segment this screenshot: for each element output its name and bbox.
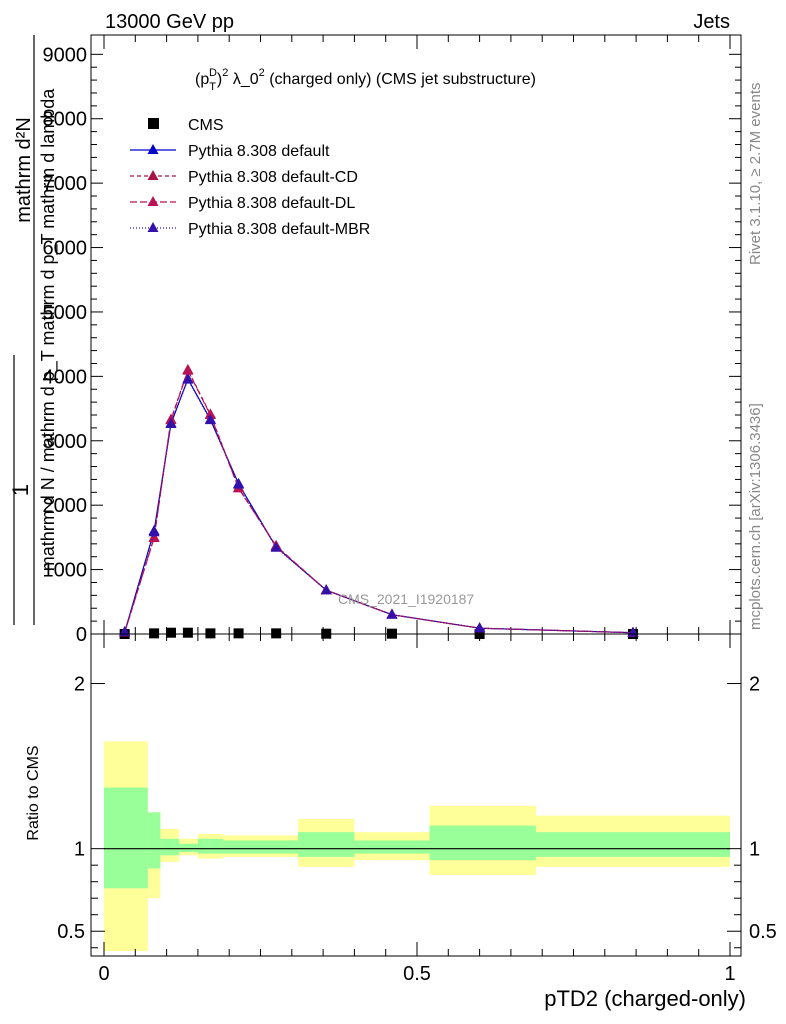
energy-label: 13000 GeV pp <box>105 11 234 33</box>
y-tick-label: 1000 <box>43 560 88 582</box>
ratio-y-tick-label: 2 <box>74 674 85 696</box>
series-marker <box>270 541 282 552</box>
legend-label: Pythia 8.308 default-MBR <box>188 221 370 238</box>
y-tick-label: 8000 <box>43 109 88 131</box>
ratio-bands <box>104 741 730 952</box>
legend: CMS Pythia 8.308 default Pythia 8.308 defa… <box>130 117 370 238</box>
ratio-band-inner <box>197 838 223 854</box>
series-marker <box>148 526 160 537</box>
ratio-band-inner <box>429 825 536 861</box>
main-axes: 0 1000 2000 3000 4000 5000 6000 7000 8000 9000 <box>43 35 741 646</box>
series-marker <box>386 608 398 619</box>
analysis-watermark: CMS_2021_I1920187 <box>338 591 474 607</box>
y-tick-label: 4000 <box>43 366 88 388</box>
legend-marker <box>147 144 159 154</box>
ratio-y-tick-label: 0.5 <box>57 921 85 943</box>
series-line-4 <box>124 378 634 634</box>
ratio-y-tick-label-right: 2 <box>749 674 760 696</box>
y-tick-label: 9000 <box>43 44 88 66</box>
y-tick-label: 0 <box>76 624 87 646</box>
legend-label: CMS <box>188 117 224 134</box>
legend-marker-cms <box>148 118 159 129</box>
series-marker <box>165 418 177 429</box>
series-line-3 <box>124 369 634 634</box>
ratio-band-inner <box>179 843 198 852</box>
y-label-denominator: mathrm d N / mathrm d p_T mathrm d p_T m… <box>38 88 59 571</box>
cms-data-point <box>271 628 282 639</box>
legend-marker <box>147 196 159 206</box>
ratio-band-inner <box>354 840 430 854</box>
ratio-band-inner <box>147 812 161 869</box>
y-tick-label: 6000 <box>43 238 88 260</box>
ratio-band-inner <box>535 832 730 857</box>
mcplots-label: mcplots.cern.ch [arXiv:1306.3436] <box>747 403 764 630</box>
ratio-y-tick-label-right: 1 <box>749 839 760 861</box>
y-axis-label: 1 mathrm d²N mathrm d N / mathrm d p_T m… <box>8 35 59 625</box>
series-marker <box>182 364 194 375</box>
legend-marker <box>147 222 159 232</box>
ratio-band-inner <box>298 832 355 857</box>
ratio-frame <box>90 633 742 957</box>
cms-data-point <box>205 628 216 639</box>
series-marker <box>233 478 245 489</box>
rivet-label: Rivet 3.1.10, ≥ 2.7M events <box>747 83 764 266</box>
ratio-y-tick-label-right: 0.5 <box>749 921 777 943</box>
plot-title: (pTD)2 λ_02 (charged only) (CMS jet subs… <box>195 67 536 93</box>
ratio-band-inner <box>222 840 299 854</box>
ratio-y-tick-label: 1 <box>74 839 85 861</box>
ratio-band-inner <box>104 787 148 889</box>
legend-label: Pythia 8.308 default-CD <box>188 169 358 186</box>
series-marker <box>320 584 332 595</box>
ratio-band-inner <box>160 838 180 856</box>
legend-label: Pythia 8.308 default-DL <box>188 195 355 212</box>
series-marker <box>182 373 194 384</box>
cms-data-point <box>149 628 160 639</box>
x-tick-label: 0 <box>98 963 109 985</box>
ratio-y-label: Ratio to CMS <box>25 745 42 840</box>
y-tick-label: 2000 <box>43 495 88 517</box>
series-marker <box>474 622 486 633</box>
series-marker <box>204 414 216 425</box>
cms-data-point <box>233 628 244 639</box>
y-label-one: 1 <box>8 484 33 496</box>
cms-data-point <box>165 627 176 638</box>
y-tick-label: 5000 <box>43 302 88 324</box>
y-label-numerator: mathrm d²N <box>13 117 35 223</box>
legend-marker <box>147 170 159 180</box>
x-tick-label: 0.5 <box>403 963 431 985</box>
ratio-axes: 0 0.5 1 0.5 0.5 1 1 2 2 <box>57 634 777 985</box>
legend-label: Pythia 8.308 default <box>188 143 330 160</box>
y-tick-label: 3000 <box>43 431 88 453</box>
y-tick-label: 7000 <box>43 173 88 195</box>
cms-data-point <box>182 627 193 638</box>
x-tick-label: 1 <box>724 963 735 985</box>
x-axis-label: pTD2 (charged-only) <box>544 986 746 1011</box>
jets-label: Jets <box>693 11 730 33</box>
